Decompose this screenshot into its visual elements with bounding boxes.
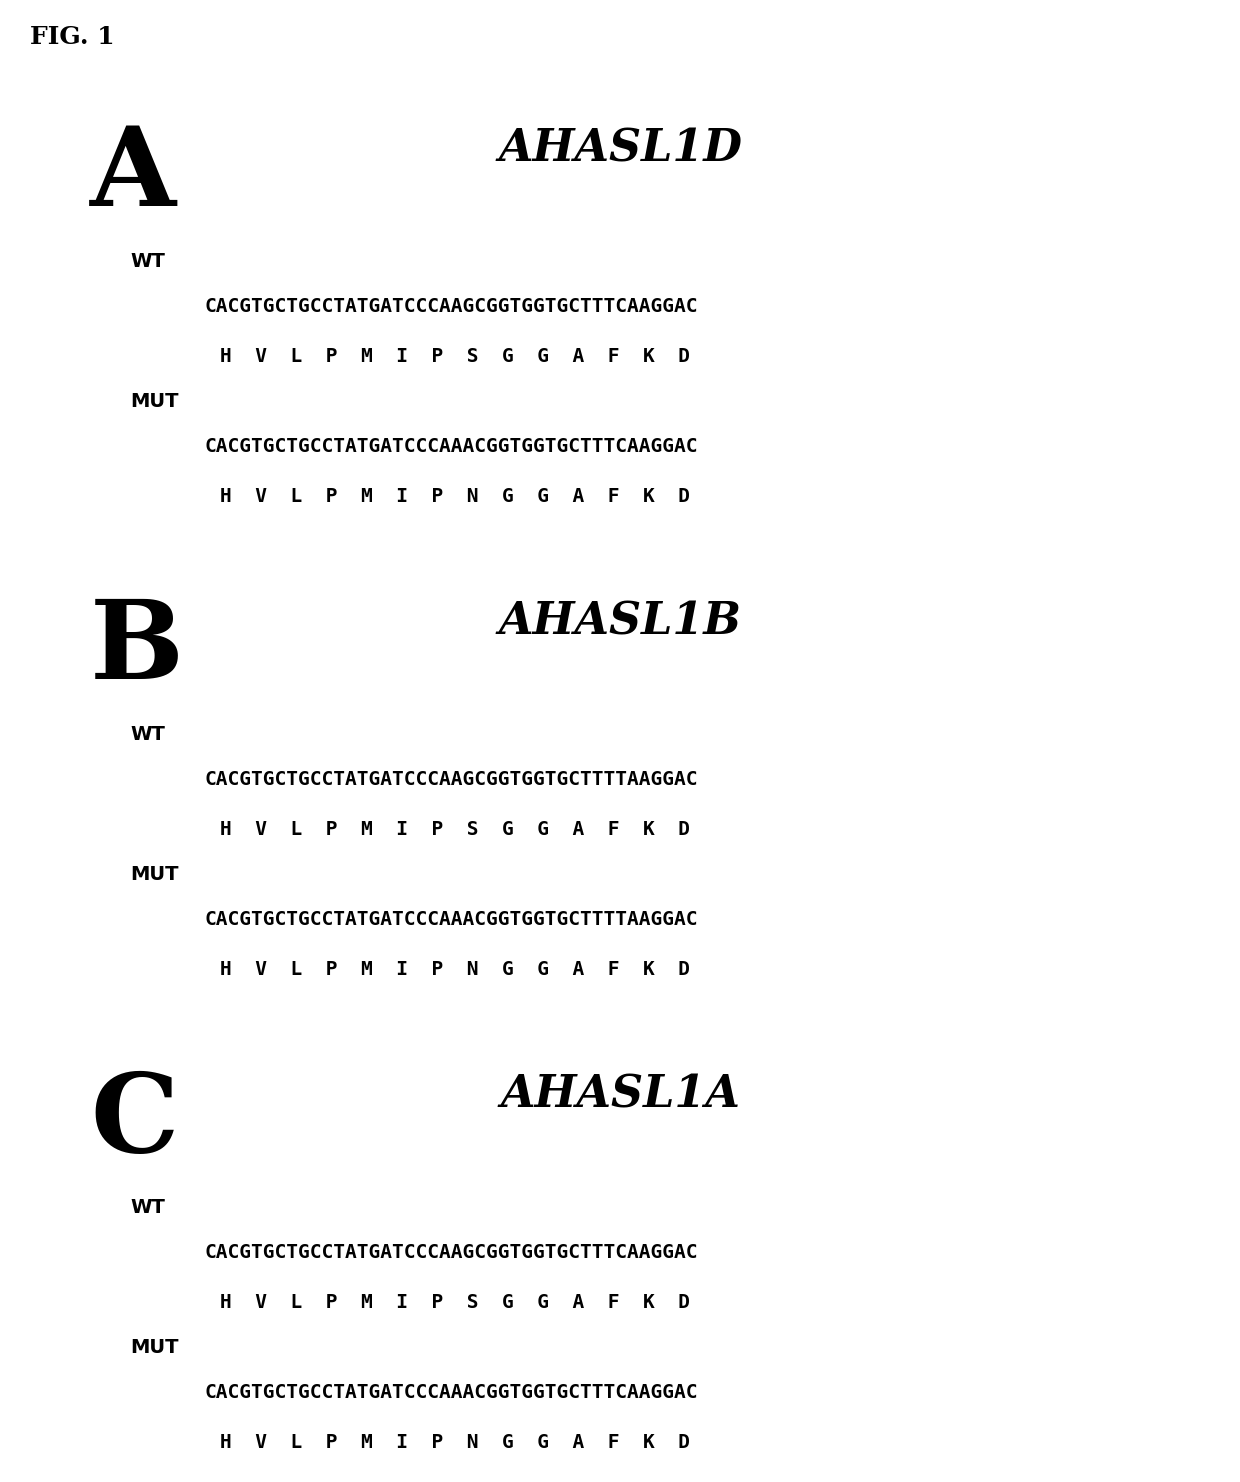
Text: FIG. 1: FIG. 1 xyxy=(30,25,114,49)
Text: H  V  L  P  M  I  P  N  G  G  A  F  K  D: H V L P M I P N G G A F K D xyxy=(219,488,689,505)
Text: AHASL1B: AHASL1B xyxy=(498,600,742,643)
Text: MUT: MUT xyxy=(130,393,179,411)
Text: H  V  L  P  M  I  P  S  G  G  A  F  K  D: H V L P M I P S G G A F K D xyxy=(219,820,689,839)
Text: MUT: MUT xyxy=(130,1338,179,1358)
Text: C: C xyxy=(91,1069,179,1175)
Text: AHASL1A: AHASL1A xyxy=(500,1073,740,1116)
Text: CACGTGCTGCCTATGATCCCAAGCGGTGGTGCTTTCAAGGAC: CACGTGCTGCCTATGATCCCAAGCGGTGGTGCTTTCAAGG… xyxy=(205,1243,698,1263)
Text: B: B xyxy=(91,594,184,702)
Text: A: A xyxy=(91,122,176,230)
Text: CACGTGCTGCCTATGATCCCAAACGGTGGTGCTTTCAAGGAC: CACGTGCTGCCTATGATCCCAAACGGTGGTGCTTTCAAGG… xyxy=(205,437,698,456)
Text: H  V  L  P  M  I  P  N  G  G  A  F  K  D: H V L P M I P N G G A F K D xyxy=(219,1433,689,1452)
Text: CACGTGCTGCCTATGATCCCAAGCGGTGGTGCTTTTAAGGAC: CACGTGCTGCCTATGATCCCAAGCGGTGGTGCTTTTAAGG… xyxy=(205,771,698,788)
Text: MUT: MUT xyxy=(130,865,179,883)
Text: H  V  L  P  M  I  P  N  G  G  A  F  K  D: H V L P M I P N G G A F K D xyxy=(219,960,689,980)
Text: WT: WT xyxy=(130,725,165,744)
Text: H  V  L  P  M  I  P  S  G  G  A  F  K  D: H V L P M I P S G G A F K D xyxy=(219,347,689,366)
Text: CACGTGCTGCCTATGATCCCAAACGGTGGTGCTTTCAAGGAC: CACGTGCTGCCTATGATCCCAAACGGTGGTGCTTTCAAGG… xyxy=(205,1383,698,1402)
Text: CACGTGCTGCCTATGATCCCAAGCGGTGGTGCTTTCAAGGAC: CACGTGCTGCCTATGATCCCAAGCGGTGGTGCTTTCAAGG… xyxy=(205,296,698,316)
Text: H  V  L  P  M  I  P  S  G  G  A  F  K  D: H V L P M I P S G G A F K D xyxy=(219,1292,689,1312)
Text: AHASL1D: AHASL1D xyxy=(498,127,742,170)
Text: WT: WT xyxy=(130,252,165,271)
Text: CACGTGCTGCCTATGATCCCAAACGGTGGTGCTTTTAAGGAC: CACGTGCTGCCTATGATCCCAAACGGTGGTGCTTTTAAGG… xyxy=(205,910,698,929)
Text: WT: WT xyxy=(130,1197,165,1217)
